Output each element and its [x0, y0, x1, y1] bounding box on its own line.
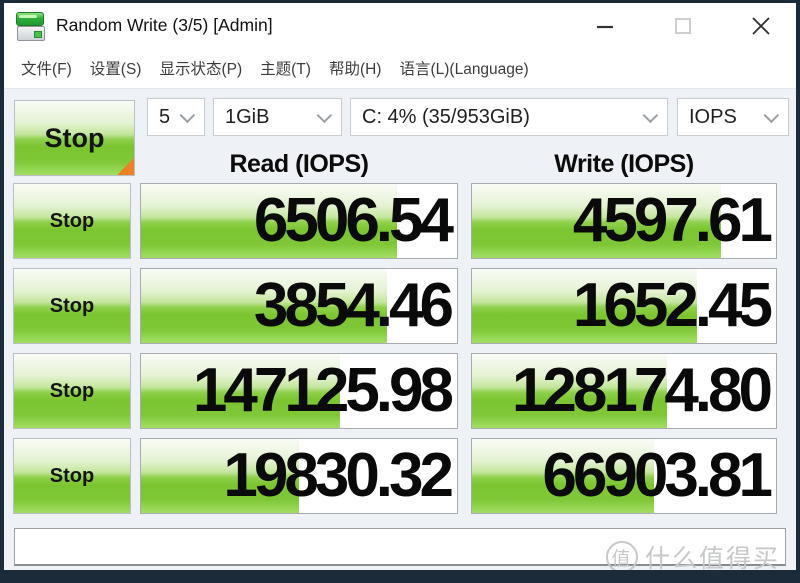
maximize-button[interactable]: [666, 3, 700, 48]
stop-label: Stop: [49, 209, 95, 232]
close-icon: [752, 16, 770, 35]
read-value: 19830.32: [223, 441, 454, 510]
smzdm-watermark: 值 什么值得买: [605, 539, 780, 570]
menu-settings[interactable]: 设置(S): [89, 61, 142, 78]
chevron-down-icon: [316, 107, 333, 123]
result-bar: [472, 184, 722, 258]
menu-language[interactable]: 语言(L)(Language): [399, 61, 529, 78]
minimize-button[interactable]: [588, 3, 622, 48]
write-value: 4597.61: [572, 186, 773, 255]
result-bar: [472, 439, 655, 513]
status-message-bar: [14, 528, 786, 566]
unit-value: IOPS: [689, 105, 737, 128]
close-button[interactable]: [744, 3, 778, 48]
menu-theme[interactable]: 主题(T): [260, 61, 311, 78]
result-bar: [472, 354, 667, 428]
target-drive-value: C: 4% (35/953GiB): [362, 105, 530, 128]
write-value: 128174.80: [511, 356, 773, 425]
result-bar: [141, 439, 299, 513]
read-value: 3854.46: [253, 271, 454, 340]
corner-badge: [117, 158, 134, 175]
app-icon: [15, 11, 45, 41]
result-bar: [141, 354, 341, 428]
menu-view-status[interactable]: 显示状态(P): [159, 61, 243, 78]
window-title: Random Write (3/5) [Admin]: [56, 15, 273, 35]
stop-all-label: Stop: [44, 122, 105, 153]
menu-bar: 文件(F) 设置(S) 显示状态(P) 主题(T) 帮助(H) 语言(L)(La…: [4, 48, 796, 89]
test-size-value: 1GiB: [225, 105, 270, 128]
write-value: 66903.81: [542, 441, 773, 510]
chevron-down-icon: [763, 107, 780, 123]
result-bar: [472, 269, 697, 343]
write-value: 1652.45: [572, 271, 773, 340]
test-size-dropdown[interactable]: 1GiB: [213, 98, 342, 136]
drive-led-icon: [34, 31, 42, 38]
stop-all-button[interactable]: Stop: [14, 100, 135, 176]
test-count-dropdown[interactable]: 5: [147, 98, 205, 136]
stop-label: Stop: [49, 379, 95, 402]
read-result-cell: 6506.54: [140, 183, 458, 259]
test-count-value: 5: [159, 105, 171, 128]
read-result-cell: 147125.98: [140, 353, 458, 429]
disk-icon: [16, 12, 44, 26]
menu-file[interactable]: 文件(F): [21, 61, 72, 78]
unit-dropdown[interactable]: IOPS: [677, 98, 789, 136]
write-result-cell: 128174.80: [471, 353, 777, 429]
read-value: 6506.54: [253, 186, 454, 255]
chevron-down-icon: [179, 107, 196, 123]
minimize-icon: [597, 25, 613, 28]
read-result-cell: 19830.32: [140, 438, 458, 514]
write-column-header: Write (IOPS): [554, 150, 694, 178]
watermark-text: 什么值得买: [644, 545, 780, 570]
stop-row-button[interactable]: Stop: [13, 183, 131, 259]
write-result-cell: 66903.81: [471, 438, 777, 514]
maximize-icon: [675, 17, 691, 34]
crystaldiskmark-window: Random Write (3/5) [Admin] 文件(F) 设置(S) 显…: [4, 3, 796, 570]
write-result-cell: 1652.45: [471, 268, 777, 344]
chevron-down-icon: [642, 107, 659, 123]
stop-row-button[interactable]: Stop: [13, 353, 131, 429]
stop-row-button[interactable]: Stop: [13, 268, 131, 344]
stop-label: Stop: [49, 464, 95, 487]
result-bar: [141, 269, 388, 343]
watermark-badge: 值: [605, 541, 638, 570]
read-result-cell: 3854.46: [140, 268, 458, 344]
read-column-header: Read (IOPS): [229, 150, 369, 178]
result-bar: [141, 184, 397, 258]
write-result-cell: 4597.61: [471, 183, 777, 259]
stop-label: Stop: [49, 294, 95, 317]
target-drive-dropdown[interactable]: C: 4% (35/953GiB): [350, 98, 668, 136]
menu-help[interactable]: 帮助(H): [328, 61, 382, 78]
title-bar: Random Write (3/5) [Admin]: [4, 3, 796, 48]
read-value: 147125.98: [192, 356, 454, 425]
stop-row-button[interactable]: Stop: [13, 438, 131, 514]
